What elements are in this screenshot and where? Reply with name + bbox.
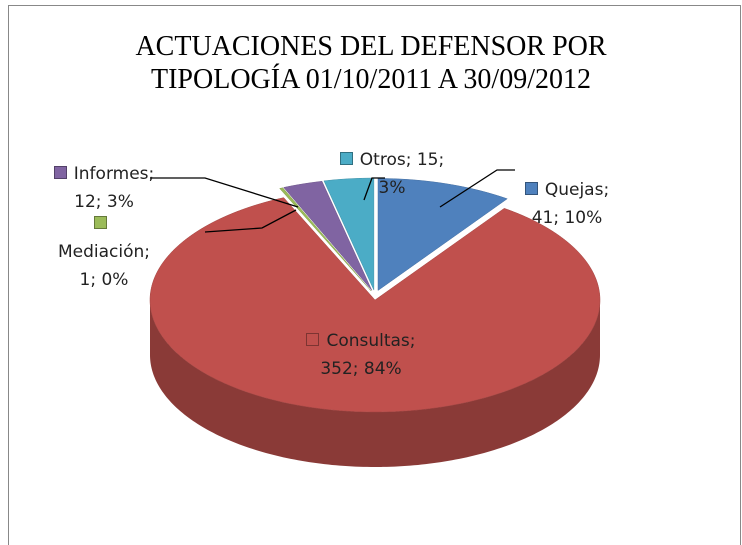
- pie-slice: [149, 197, 601, 413]
- pie-slice: [377, 178, 508, 291]
- legend-swatch: [339, 152, 353, 165]
- label-text: Quejas; 41; 10%: [531, 180, 610, 228]
- leader-line: [204, 209, 297, 233]
- data-label: Consultas; 352; 84%: [297, 327, 425, 383]
- pie-slice: [279, 187, 372, 291]
- data-label: Mediación; 1; 0%: [48, 210, 160, 294]
- chart-border: [8, 5, 741, 545]
- label-text: Consultas; 352; 84%: [320, 331, 416, 379]
- data-label: Otros; 15; 3%: [333, 146, 451, 202]
- legend-swatch: [53, 166, 67, 179]
- legend-swatch: [524, 182, 538, 195]
- data-label: Informes; 12; 3%: [48, 160, 160, 216]
- leader-line: [439, 169, 515, 208]
- pie-slice: [323, 177, 375, 291]
- label-text: Informes; 12; 3%: [73, 164, 155, 212]
- pie-slice-side: [150, 300, 600, 467]
- chart-title: ACTUACIONES DEL DEFENSOR POR TIPOLOGÍA 0…: [135, 31, 607, 95]
- legend-swatch: [306, 333, 320, 346]
- label-text: Otros; 15; 3%: [359, 150, 445, 198]
- legend-swatch: [94, 216, 107, 229]
- leader-line: [150, 177, 299, 208]
- leader-line: [363, 177, 385, 201]
- label-text: Mediación; 1; 0%: [57, 242, 151, 290]
- data-label: Quejas; 41; 10%: [513, 176, 621, 232]
- pie-slice: [283, 181, 373, 291]
